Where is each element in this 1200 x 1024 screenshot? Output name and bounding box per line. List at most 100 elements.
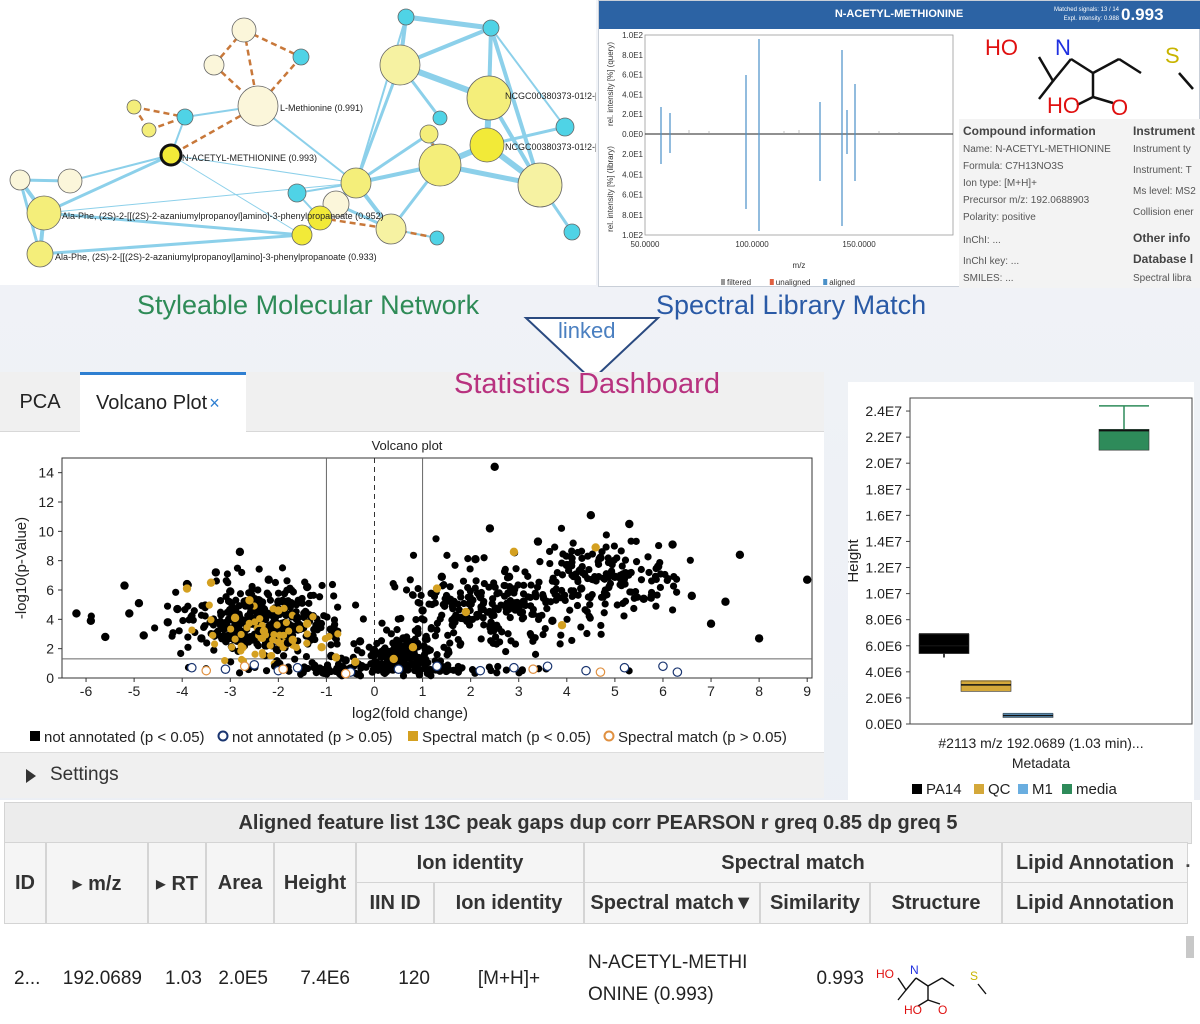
volcano-cloud-point	[627, 588, 635, 596]
volcano-cloud-point	[535, 578, 543, 586]
column-menu-icon[interactable]: ▪	[1186, 860, 1190, 872]
volcano-point	[490, 462, 499, 471]
volcano-cloud-point	[583, 629, 591, 638]
volcano-cloud-point	[271, 578, 280, 587]
spectrum-y-tick: 6.0E1	[622, 71, 643, 80]
volcano-cloud-point	[282, 611, 290, 620]
volcano-cloud-point	[669, 606, 677, 614]
col-similarity[interactable]: Similarity	[760, 882, 870, 924]
volcano-cloud-point	[504, 630, 512, 638]
volcano-cloud-point	[586, 614, 594, 622]
volcano-point	[201, 665, 212, 676]
volcano-cloud-point	[531, 650, 540, 658]
volcano-cloud-point	[655, 541, 663, 550]
volcano-cloud-point	[408, 591, 417, 599]
volcano-cloud-point	[446, 583, 454, 591]
box-y-tick: 2.2E7	[865, 429, 902, 445]
volcano-cloud-point	[237, 630, 245, 639]
volcano-cloud-point	[637, 576, 646, 584]
volcano-point	[619, 662, 630, 673]
close-icon[interactable]: ×	[209, 393, 220, 413]
volcano-y-tick: 6	[46, 582, 54, 598]
spectrum-y-tick: 4.0E1	[622, 90, 643, 99]
volcano-point	[653, 562, 663, 571]
volcano-cloud-point	[480, 597, 488, 606]
volcano-cloud-point	[454, 668, 462, 676]
col-structure[interactable]: Structure	[870, 882, 1002, 924]
volcano-cloud-point	[644, 553, 652, 561]
volcano-point	[591, 543, 600, 552]
mirror-spectrum-chart[interactable]: 1.0E2 8.0E1 6.0E1 4.0E1 2.0E1 0.0E0 2.0E1 4.0E1…	[599, 29, 959, 288]
scrollbar-thumb[interactable]	[1186, 936, 1194, 958]
tab-volcano-plot[interactable]: Volcano Plot ×	[80, 372, 246, 432]
network-labels: L-Methionine (0.991) N-ACETYL-METHIONINE…	[55, 91, 598, 262]
volcano-cloud-point	[280, 590, 289, 598]
volcano-cloud-point	[397, 614, 405, 623]
legend-marker	[217, 730, 229, 742]
volcano-cloud-point	[463, 617, 471, 626]
settings-section[interactable]: Settings	[0, 752, 824, 798]
cell-ion-identity: [M+H]+	[477, 968, 541, 989]
volcano-cloud-point	[573, 601, 582, 610]
spectrum-legend-entry: unaligned	[776, 278, 811, 287]
volcano-point	[101, 632, 110, 642]
volcano-cloud-point	[597, 621, 605, 630]
box-plot-chart[interactable]: 0.0E0 2.0E6 4.0E6 6.0E6 8.0E6 1.0E7 1.2E7 1.4E7…	[845, 382, 1194, 800]
molecular-network-panel[interactable]: L-Methionine (0.991) N-ACETYL-METHIONINE…	[0, 0, 598, 285]
col-spectral-match[interactable]: Spectral match▼	[584, 882, 760, 924]
volcano-cloud-point	[455, 606, 463, 614]
cell-rt: 1.03	[165, 968, 202, 989]
volcano-cloud-point	[436, 615, 444, 623]
legend-swatch	[721, 279, 725, 285]
database-header: Database l	[1133, 252, 1194, 266]
volcano-point	[182, 584, 192, 593]
volcano-cloud-point	[214, 627, 222, 635]
volcano-cloud-point	[480, 554, 488, 562]
compound-info-row: Ion type: [M+H]+	[963, 178, 1037, 189]
volcano-cloud-point	[334, 630, 342, 638]
col-id[interactable]: ID	[4, 842, 46, 924]
col-ion-identity[interactable]: Ion identity	[434, 882, 584, 924]
volcano-cloud-point	[276, 631, 284, 639]
col-mz[interactable]: ▸ m/z	[46, 842, 148, 924]
volcano-cloud-point	[442, 591, 451, 600]
volcano-cloud-point	[181, 606, 189, 614]
col-area[interactable]: Area	[206, 842, 274, 924]
volcano-cloud-point	[585, 565, 593, 574]
volcano-cloud-point	[427, 672, 435, 680]
volcano-chart[interactable]: Volcano plot log2(fold change) -log10(p-Va…	[0, 432, 824, 752]
matched-signals-value: 13 / 14	[1100, 7, 1119, 13]
row-atom-n: N	[910, 963, 919, 977]
col-height[interactable]: Height	[274, 842, 356, 924]
row-atom-ho-2: HO	[904, 1003, 922, 1016]
volcano-point	[245, 601, 254, 611]
volcano-point	[206, 578, 216, 587]
volcano-cloud-point	[302, 652, 311, 661]
volcano-cloud-point	[557, 631, 565, 639]
volcano-cloud-point	[672, 575, 681, 583]
col-iin-id[interactable]: IIN ID	[356, 882, 434, 924]
volcano-cloud-point	[382, 626, 391, 634]
volcano-cloud-point	[526, 602, 535, 610]
volcano-cloud-point	[669, 582, 678, 590]
volcano-cloud-point	[305, 599, 313, 607]
volcano-point	[595, 667, 606, 677]
volcano-cloud-point	[526, 630, 534, 638]
volcano-cloud-point	[546, 559, 554, 568]
row-atom-s: S	[970, 969, 978, 983]
volcano-cloud-point	[227, 658, 235, 666]
col-rt[interactable]: ▸ RT	[148, 842, 206, 924]
network-graph[interactable]: L-Methionine (0.991) N-ACETYL-METHIONINE…	[0, 0, 598, 285]
volcano-cloud-point	[300, 663, 308, 671]
compound-info-header: Compound information	[963, 124, 1096, 138]
tab-pca[interactable]: PCA	[19, 391, 61, 413]
col-lipid-annotation[interactable]: Lipid Annotation	[1002, 882, 1188, 924]
volcano-cloud-point	[621, 556, 630, 564]
volcano-cloud-point	[627, 537, 635, 545]
feature-table[interactable]: Aligned feature list 13C peak gaps dup c…	[0, 800, 1200, 1024]
spectral-match-panel[interactable]: N-ACETYL-METHIONINE Matched signals: 13 …	[598, 0, 1200, 288]
expand-arrow-icon[interactable]	[26, 769, 36, 783]
volcano-point	[721, 597, 730, 606]
volcano-cloud-point	[254, 586, 262, 594]
volcano-cloud-point	[303, 639, 311, 647]
